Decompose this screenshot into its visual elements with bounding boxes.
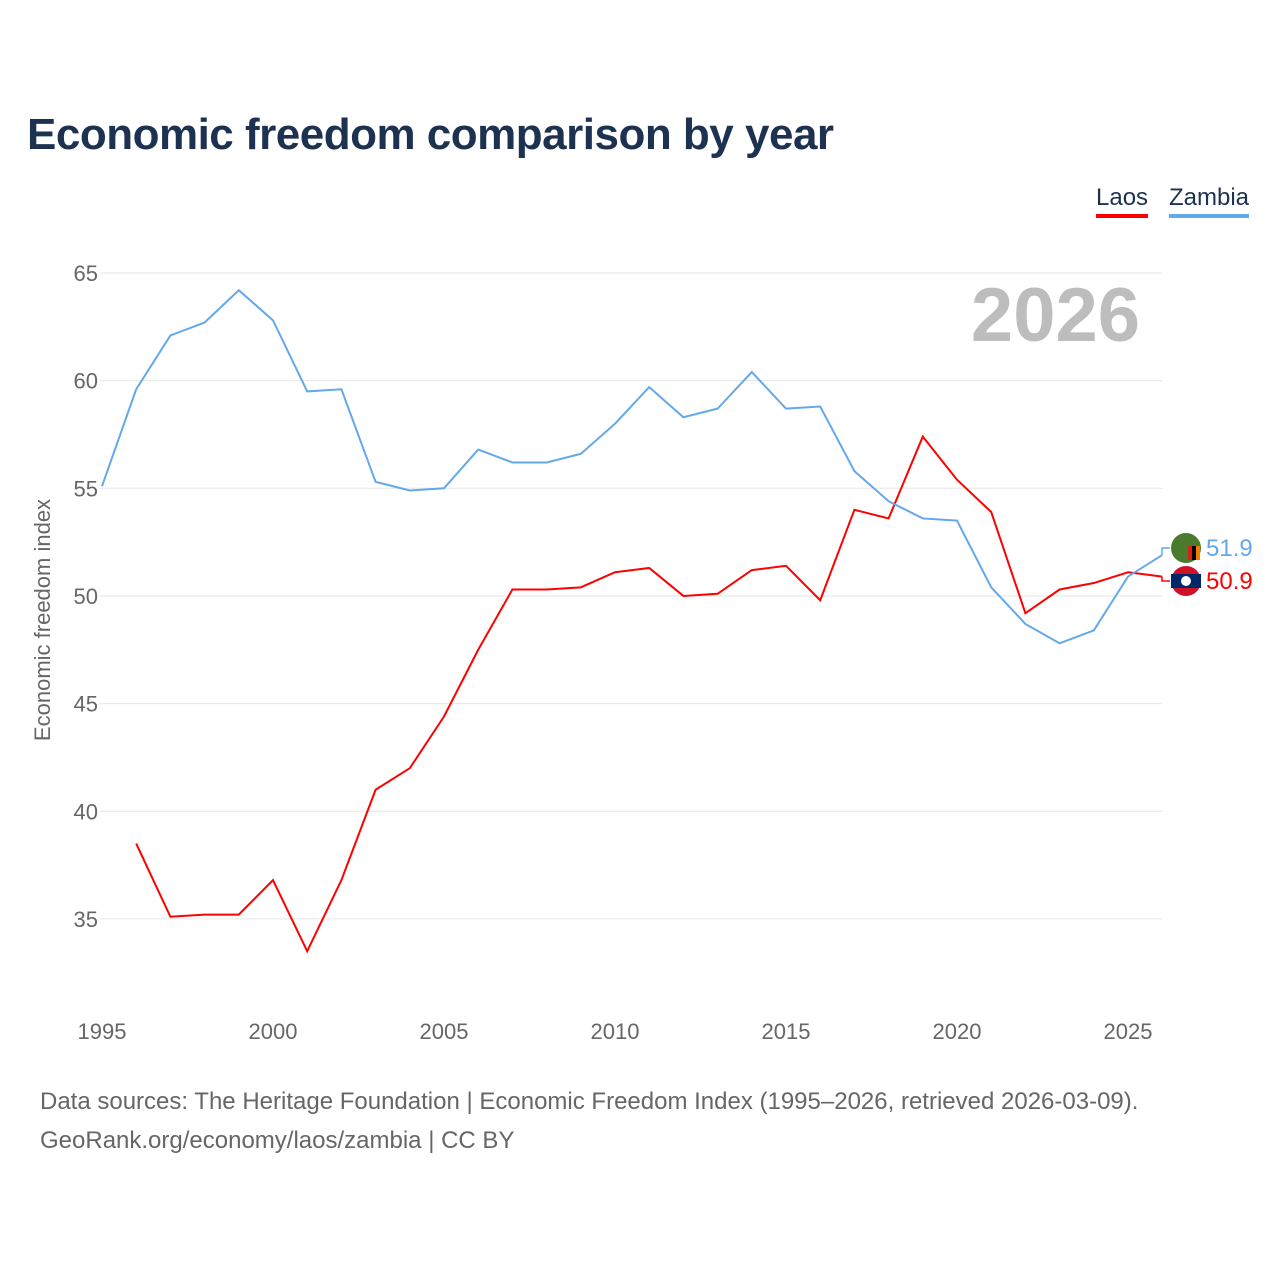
zambia-flag-stripe bbox=[1192, 546, 1196, 560]
zambia-flag-stripe bbox=[1188, 546, 1192, 560]
x-tick-label: 2020 bbox=[933, 1019, 982, 1044]
label-connector bbox=[1161, 547, 1170, 556]
year-watermark: 2026 bbox=[971, 273, 1140, 358]
series-line-laos bbox=[135, 434, 1163, 954]
y-tick-label: 35 bbox=[74, 907, 98, 932]
y-tick-label: 60 bbox=[74, 369, 98, 394]
y-tick-label: 45 bbox=[74, 692, 98, 717]
laos-flag-disc bbox=[1181, 576, 1191, 586]
x-tick-label: 2005 bbox=[420, 1019, 469, 1044]
legend-zambia[interactable]: Zambia bbox=[1169, 184, 1250, 218]
end-value-label-zambia: 51.9 bbox=[1206, 535, 1253, 562]
x-tick-label: 1995 bbox=[78, 1019, 127, 1044]
y-tick-label: 40 bbox=[74, 799, 98, 824]
y-axis-label: Economic freedom index bbox=[30, 499, 55, 741]
y-tick-label: 65 bbox=[74, 261, 98, 286]
chart-title: Economic freedom comparison by year bbox=[27, 110, 834, 159]
y-tick-label: 50 bbox=[74, 584, 98, 609]
legend-laos[interactable]: Laos bbox=[1096, 184, 1149, 218]
source-url: GeoRank.org/economy/laos/zambia | CC BY bbox=[40, 1127, 515, 1154]
series-line-zambia bbox=[101, 288, 1163, 645]
x-tick-label: 2000 bbox=[249, 1019, 298, 1044]
x-tick-label: 2010 bbox=[591, 1019, 640, 1044]
y-tick-label: 55 bbox=[74, 476, 98, 501]
x-tick-label: 2015 bbox=[762, 1019, 811, 1044]
label-connector bbox=[1161, 576, 1170, 582]
source-text: Data sources: The Heritage Foundation | … bbox=[40, 1088, 1139, 1115]
end-value-label-laos: 50.9 bbox=[1206, 568, 1253, 595]
x-tick-label: 2025 bbox=[1104, 1019, 1153, 1044]
zambia-flag-stripe bbox=[1196, 546, 1200, 560]
